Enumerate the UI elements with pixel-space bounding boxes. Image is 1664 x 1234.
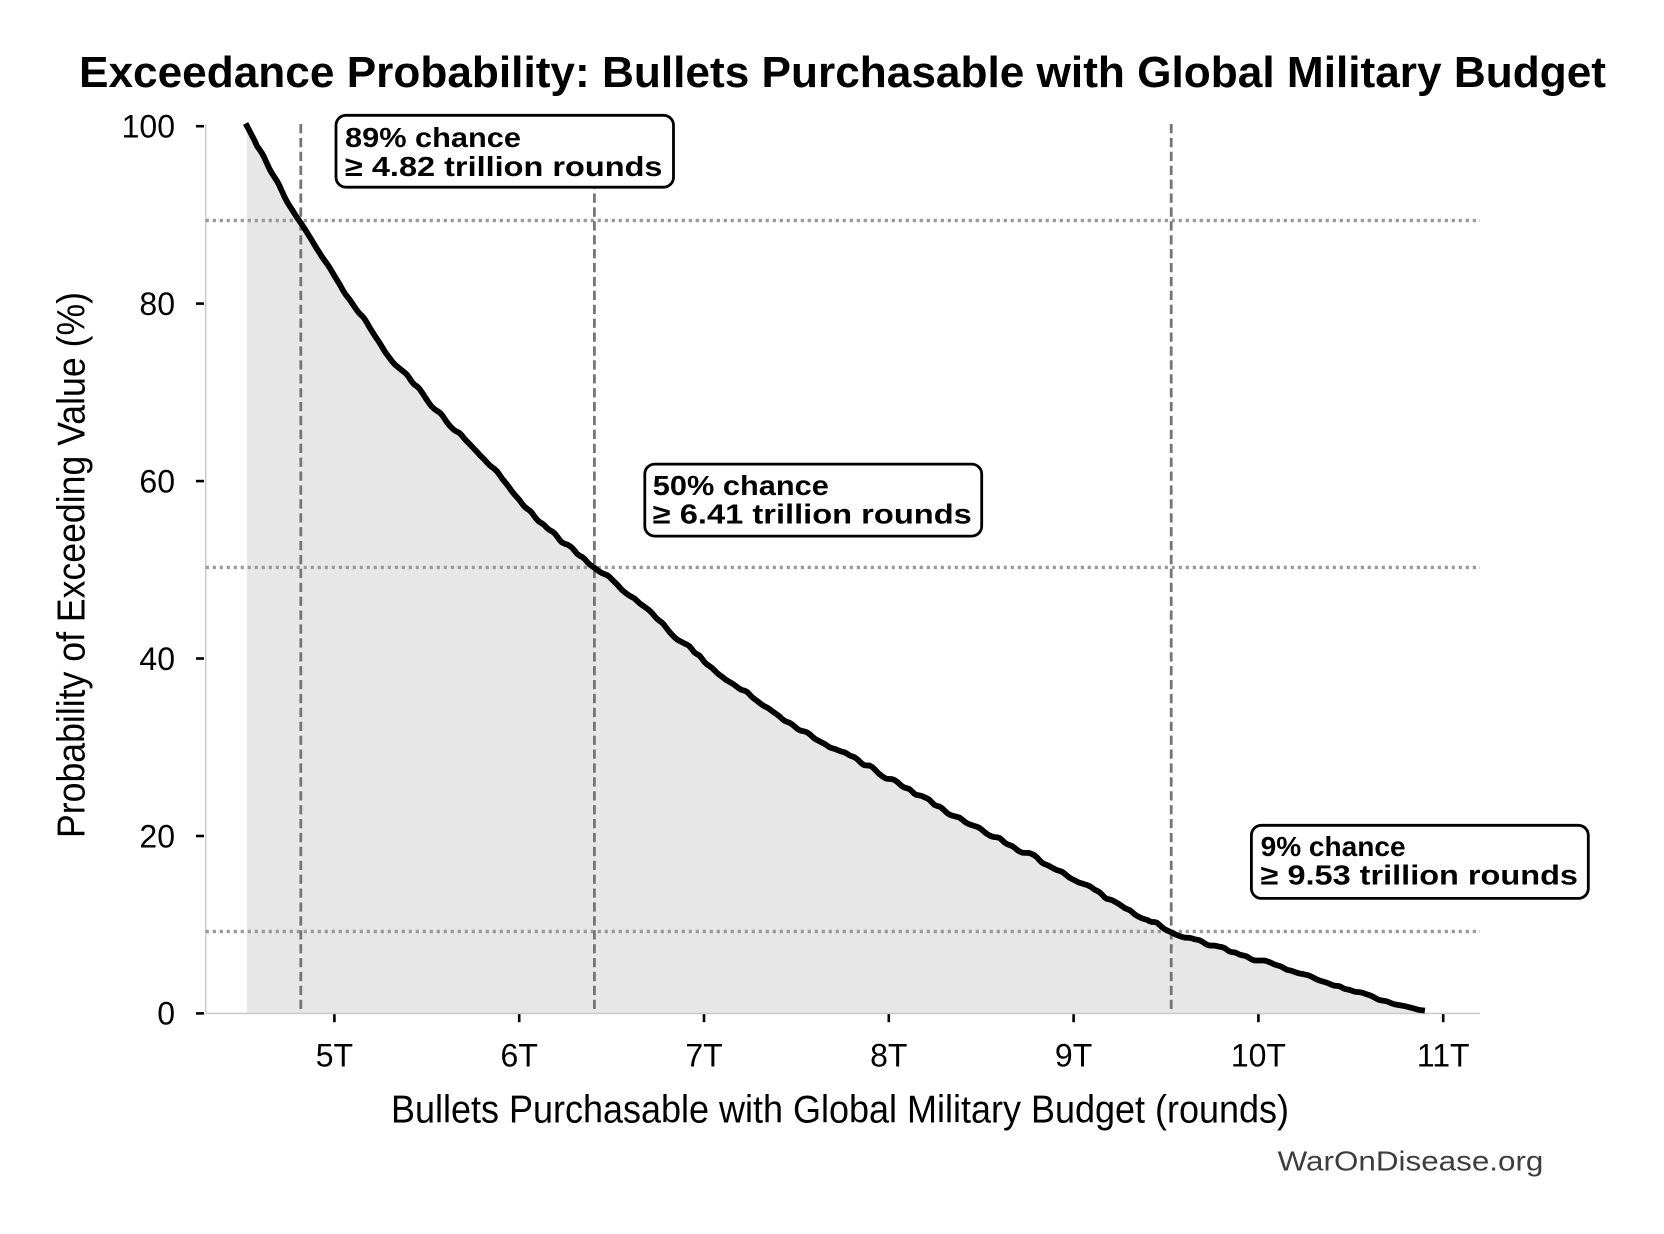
svg-text:Bullets Purchasable with Globa: Bullets Purchasable with Global Military…: [391, 1089, 1289, 1132]
svg-text:60: 60: [139, 463, 175, 499]
svg-text:50% chance: 50% chance: [653, 470, 829, 501]
svg-text:Exceedance Probability: Bullet: Exceedance Probability: Bullets Purchasa…: [79, 48, 1606, 97]
svg-text:40: 40: [139, 641, 175, 677]
svg-text:5T: 5T: [316, 1037, 353, 1073]
svg-text:≥ 6.41 trillion rounds: ≥ 6.41 trillion rounds: [653, 499, 972, 530]
svg-text:7T: 7T: [685, 1037, 722, 1073]
svg-text:≥ 9.53 trillion rounds: ≥ 9.53 trillion rounds: [1261, 860, 1578, 891]
svg-text:10T: 10T: [1231, 1037, 1286, 1073]
svg-text:20: 20: [139, 818, 175, 854]
svg-text:9% chance: 9% chance: [1261, 831, 1406, 862]
svg-text:9T: 9T: [1055, 1037, 1092, 1073]
svg-text:8T: 8T: [870, 1037, 907, 1073]
svg-text:0: 0: [157, 996, 175, 1032]
svg-text:100: 100: [122, 109, 175, 145]
svg-text:11T: 11T: [1417, 1037, 1470, 1073]
svg-text:Probability of Exceeding Value: Probability of Exceeding Value (%): [51, 292, 94, 838]
svg-text:WarOnDisease.org: WarOnDisease.org: [1278, 1146, 1544, 1177]
svg-text:80: 80: [139, 286, 175, 322]
svg-text:89% chance: 89% chance: [345, 122, 521, 153]
svg-text:6T: 6T: [501, 1037, 538, 1073]
svg-text:≥ 4.82 trillion rounds: ≥ 4.82 trillion rounds: [345, 151, 663, 182]
